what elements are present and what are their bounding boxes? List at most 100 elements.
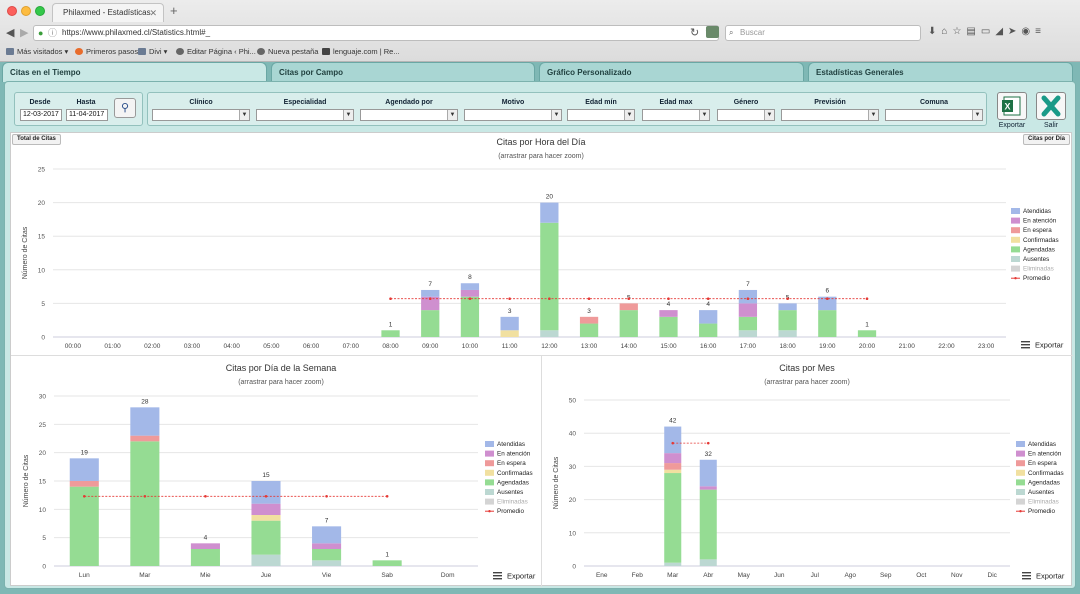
search-button[interactable]: ⚲ xyxy=(114,98,136,118)
chart-citas-por-dia-semana[interactable]: Citas por Día de la Semana (arrastrar par… xyxy=(11,356,539,586)
close-window-icon[interactable] xyxy=(7,6,17,16)
legend-label-promedio: Promedio xyxy=(1023,275,1050,282)
pocket-icon[interactable]: ▭ xyxy=(980,26,996,37)
bookmark-lenguaje[interactable]: lenguaje.com | Re... xyxy=(322,47,400,56)
bar-segment-agendadas xyxy=(130,441,160,566)
data-label: 7 xyxy=(428,281,432,288)
hamburger-menu-icon xyxy=(1021,341,1030,343)
chevron-down-icon: ▼ xyxy=(868,110,878,120)
legend-swatch-promedio-point xyxy=(1019,510,1022,513)
filter-motivo-select[interactable]: ▼ xyxy=(464,109,562,121)
close-tab-icon[interactable]: ✕ xyxy=(149,8,157,18)
home-icon[interactable]: ⌂ xyxy=(941,26,953,37)
toolbar-icons: ⬇⌂☆▤▭◢➤◉≡ xyxy=(928,26,1046,37)
filter-clinico-select[interactable]: ▼ xyxy=(152,109,250,121)
chevron-down-icon: ▼ xyxy=(699,110,709,120)
bar-segment-agendadas xyxy=(664,473,682,563)
url-bar[interactable]: ⓘ ● https://www.philaxmed.cl/Statistics.… xyxy=(33,25,719,41)
reload-icon[interactable]: ↻ xyxy=(690,27,700,39)
bookmark-editar-pagina[interactable]: Editar Página ‹ Phi... xyxy=(176,47,256,56)
bookmark-mas-visitados[interactable]: Más visitados ▾ xyxy=(6,47,68,56)
bookmark-star-icon[interactable]: ☆ xyxy=(952,26,967,37)
average-point xyxy=(706,441,710,445)
legend-label-en-espera: En espera xyxy=(1023,227,1052,234)
filter-edad-min-select[interactable]: ▼ xyxy=(567,109,635,121)
total-citas-button[interactable]: Total de Citas xyxy=(12,134,61,145)
info-icon[interactable]: ⓘ xyxy=(48,28,58,38)
chevron-down-icon: ▼ xyxy=(624,110,634,120)
forward-icon[interactable]: ▶ xyxy=(20,27,29,39)
download-icon[interactable]: ⬇ xyxy=(928,26,942,37)
browser-tab-title: Philaxmed - Estadísticas xyxy=(63,8,151,17)
legend-swatch-ausentes xyxy=(1016,489,1025,495)
browser-search-input[interactable]: ⌕ Buscar xyxy=(725,25,921,41)
close-icon xyxy=(1041,95,1061,117)
send-icon[interactable]: ➤ xyxy=(1008,26,1022,37)
y-tick-label: 5 xyxy=(41,301,45,308)
browser-tab[interactable]: Philaxmed - Estadísticas ✕ xyxy=(52,3,164,22)
tab-citas-por-campo[interactable]: Citas por Campo xyxy=(271,62,535,82)
filter-comuna-select[interactable]: ▼ xyxy=(885,109,983,121)
chart-citas-por-hora[interactable]: Citas por Hora del Día (arrastrar para ha… xyxy=(11,133,1071,353)
x-tick-label: 11:00 xyxy=(502,343,518,350)
minimize-window-icon[interactable] xyxy=(21,6,31,16)
average-point xyxy=(204,495,207,498)
bar-segment-atendidas xyxy=(312,526,342,544)
back-icon[interactable]: ◀ xyxy=(6,27,15,39)
bar-segment-en-atencion xyxy=(312,543,342,549)
legend-label-en-espera: En espera xyxy=(497,460,526,467)
bar-segment-agendadas xyxy=(857,330,877,337)
tab-estadisticas-generales[interactable]: Estadísticas Generales xyxy=(808,62,1073,82)
bar-segment-atendidas xyxy=(69,458,99,481)
y-axis-label: Número de Citas xyxy=(553,456,560,509)
excel-icon: X xyxy=(1002,96,1021,116)
hamburger-menu-icon[interactable]: ≡ xyxy=(1035,26,1046,37)
chart-citas-por-mes[interactable]: Citas por Mes (arrastrar para hacer zoom)… xyxy=(542,356,1072,586)
browser-chrome: Philaxmed - Estadísticas ✕ + ◀ ▶ ⓘ ● htt… xyxy=(0,0,1080,62)
desde-input[interactable]: 12-03-2017 xyxy=(20,109,62,121)
export-chart-button[interactable]: Exportar xyxy=(1021,341,1064,350)
library-icon[interactable]: ▤ xyxy=(966,26,981,37)
filter-genero-select[interactable]: ▼ xyxy=(717,109,775,121)
sync-icon[interactable]: ◉ xyxy=(1021,26,1036,37)
x-tick-label: May xyxy=(738,572,751,579)
tab-grafico-personalizado[interactable]: Gráfico Personalizado xyxy=(539,62,804,82)
bookmark-divi[interactable]: Divi ▾ xyxy=(138,47,167,56)
filter-prevision-select[interactable]: ▼ xyxy=(781,109,879,121)
legend-swatch-en-atencion xyxy=(485,450,494,457)
hasta-input[interactable]: 11-04-2017 xyxy=(66,109,108,121)
navigation-bar: ◀ ▶ ⓘ ● https://www.philaxmed.cl/Statist… xyxy=(0,23,1080,44)
citas-por-dia-button[interactable]: Citas por Día xyxy=(1022,134,1070,145)
chevron-down-icon: ▼ xyxy=(343,110,353,120)
chart-title: Citas por Mes xyxy=(779,363,835,373)
bar-segment-agendadas xyxy=(251,520,281,555)
maximize-window-icon[interactable] xyxy=(35,6,45,16)
export-chart-button[interactable]: Exportar xyxy=(1022,572,1065,581)
bar-segment-en-atencion xyxy=(738,303,758,317)
bookmark-primeros-pasos[interactable]: Primeros pasos xyxy=(75,47,138,56)
export-chart-button[interactable]: Exportar xyxy=(493,572,536,581)
image-icon[interactable] xyxy=(706,26,719,38)
extension-icon[interactable]: ◢ xyxy=(995,26,1009,37)
legend-label-en-atencion: En atención xyxy=(1028,451,1062,458)
x-tick-label: Ene xyxy=(596,572,608,579)
legend-swatch-ausentes xyxy=(1011,256,1020,262)
y-tick-label: 0 xyxy=(41,335,45,342)
x-tick-label: 12:00 xyxy=(541,343,558,350)
export-excel-button[interactable]: X xyxy=(997,92,1027,120)
bar-segment-ausentes xyxy=(738,330,758,337)
bar-segment-atendidas xyxy=(778,303,797,311)
new-tab-icon[interactable]: + xyxy=(170,3,178,18)
exit-button[interactable] xyxy=(1036,92,1066,120)
average-point xyxy=(548,297,551,300)
y-tick-label: 20 xyxy=(569,497,577,504)
filter-agendado-por-select[interactable]: ▼ xyxy=(360,109,458,121)
bookmark-nueva-pestana[interactable]: Nueva pestaña xyxy=(257,47,318,56)
filter-especialidad-select[interactable]: ▼ xyxy=(256,109,354,121)
filter-edad-max-select[interactable]: ▼ xyxy=(642,109,710,121)
x-tick-label: Sab xyxy=(381,572,393,579)
y-tick-label: 10 xyxy=(569,530,577,537)
tab-citas-en-el-tiempo[interactable]: Citas en el Tiempo xyxy=(2,62,267,82)
x-tick-label: 05:00 xyxy=(263,343,280,350)
chart-divider xyxy=(11,355,1073,356)
